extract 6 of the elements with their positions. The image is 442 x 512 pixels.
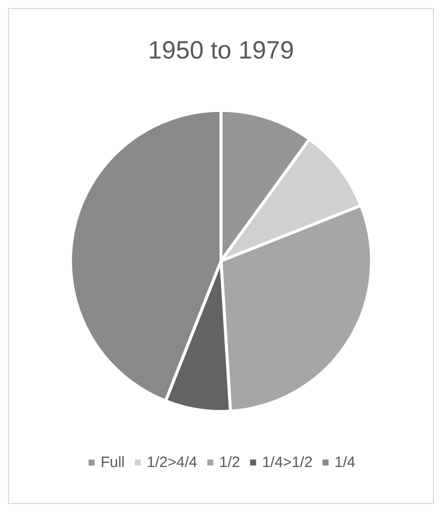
legend-label: 1/4 xyxy=(334,454,356,471)
chart-title: 1950 to 1979 xyxy=(148,36,294,64)
legend-label: 1/2>4/4 xyxy=(146,454,198,471)
legend-label: 1/4>1/2 xyxy=(262,454,313,471)
legend-label: 1/2 xyxy=(219,454,240,471)
legend-label: Full xyxy=(100,454,125,471)
